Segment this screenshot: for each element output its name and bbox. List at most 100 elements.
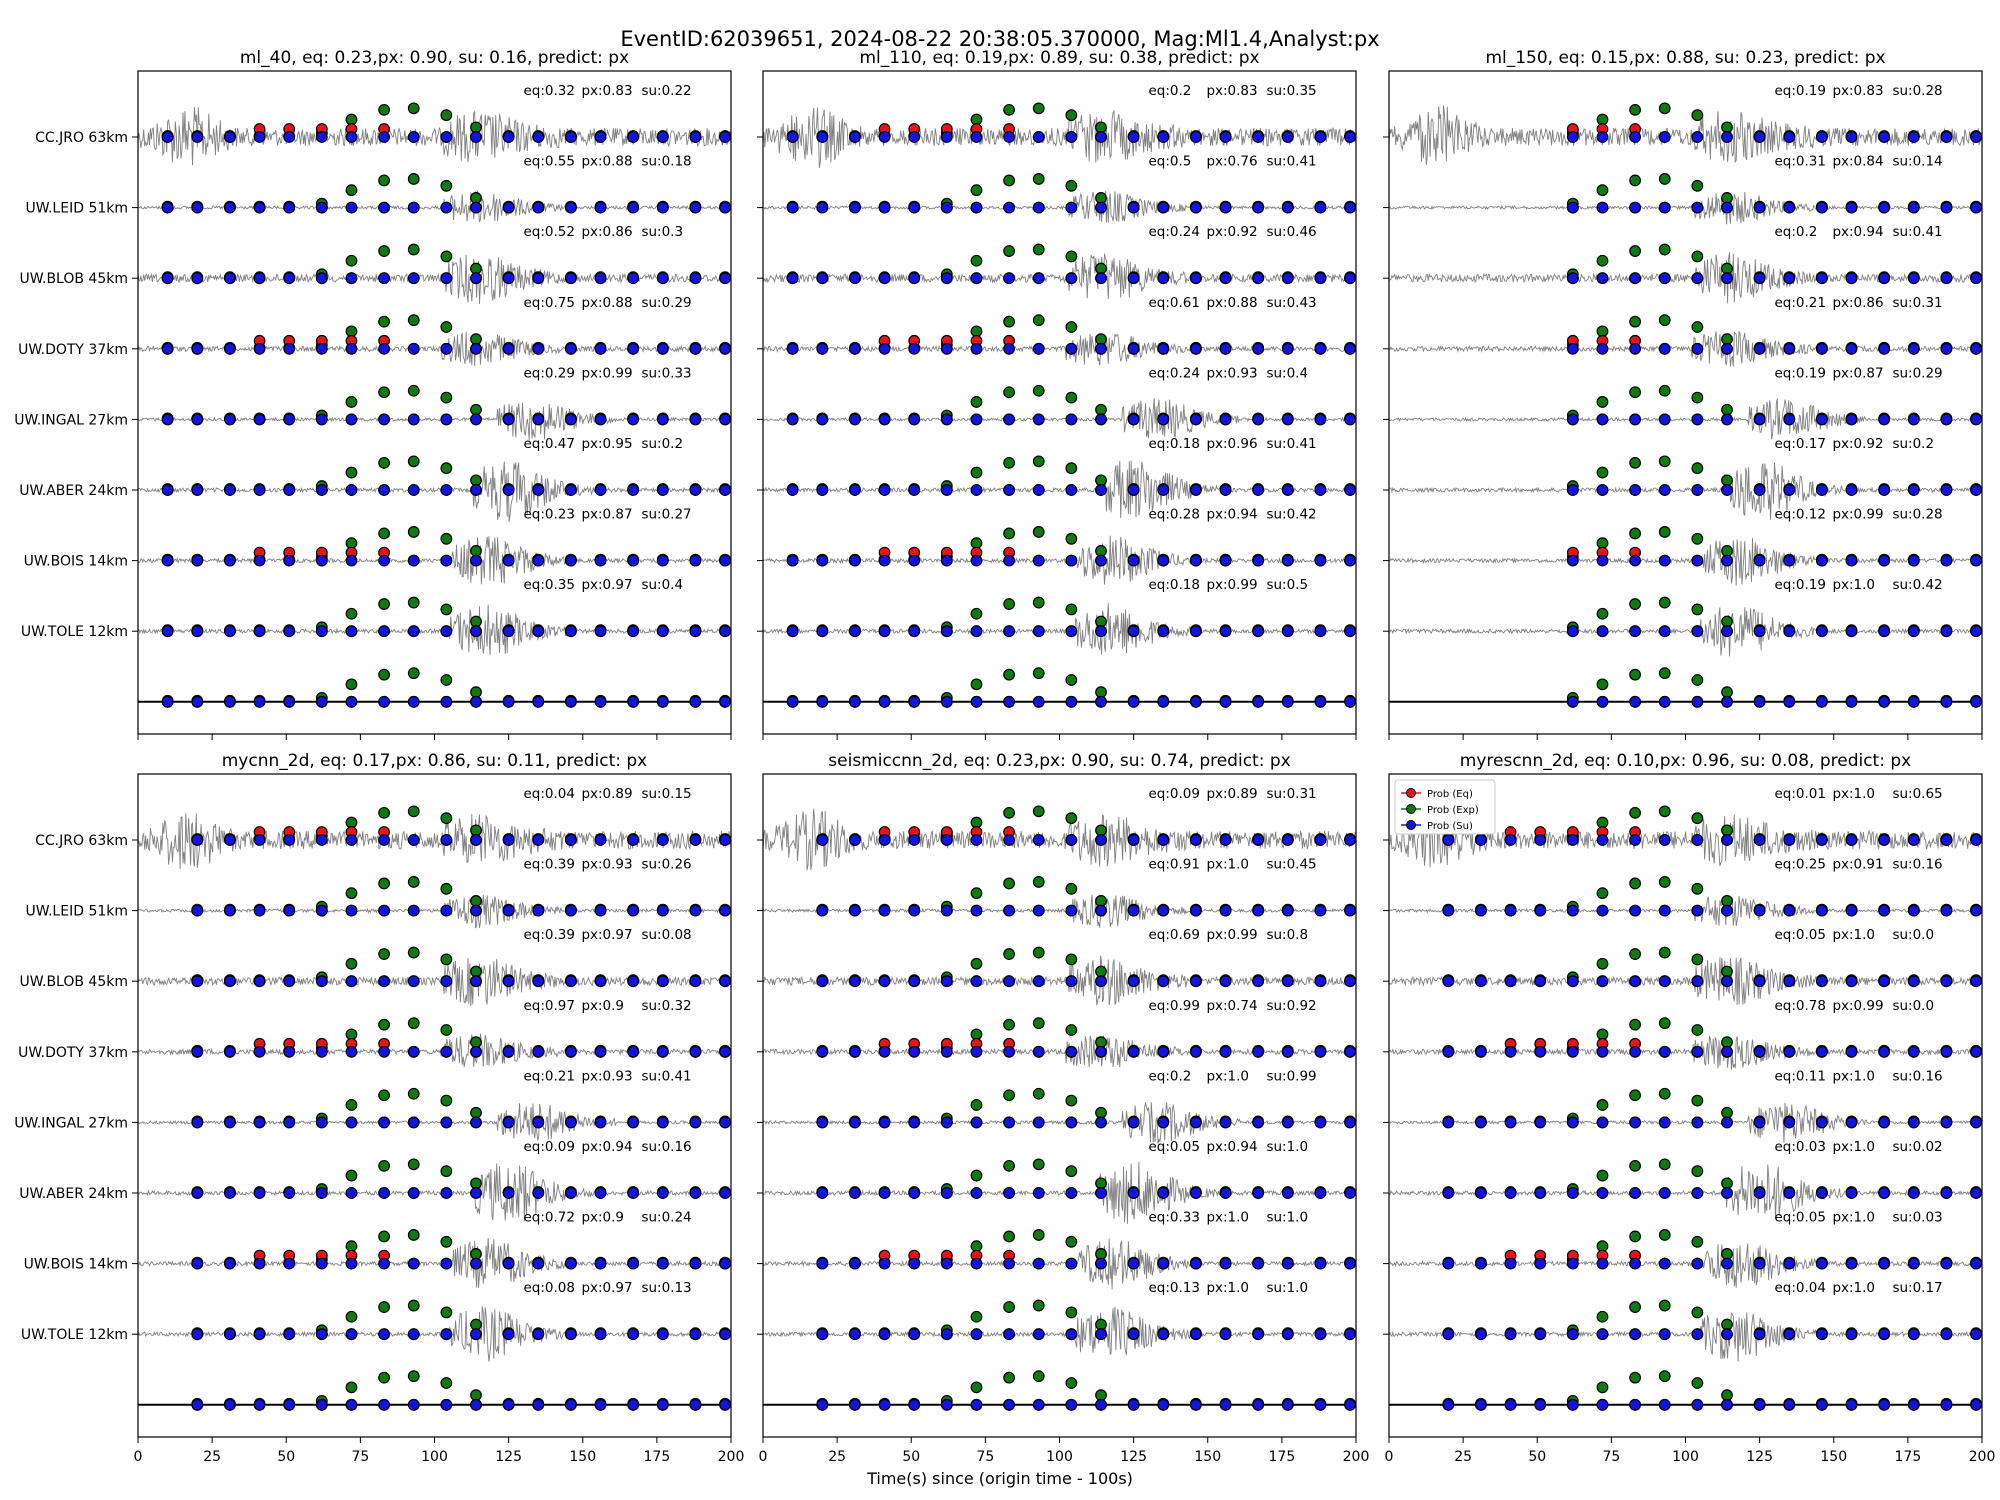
station-label: CC.JRO 63km [35, 833, 128, 849]
prob-eq-text: eq:0.52 [523, 224, 574, 240]
prob-eq-text: eq:0.78 [1774, 998, 1825, 1014]
marker-prob-exp [1629, 456, 1641, 469]
marker-prob-su [1629, 342, 1641, 355]
marker-prob-su [970, 904, 983, 917]
marker-prob-su [1344, 904, 1356, 917]
marker-prob-su [1252, 904, 1265, 917]
marker-prob-su [502, 834, 515, 846]
marker-prob-exp [1691, 250, 1704, 263]
marker-prob-exp [1721, 824, 1733, 837]
x-tick-label: 25 [828, 1449, 846, 1465]
marker-prob-su [1566, 272, 1579, 285]
marker-prob-su [656, 1116, 669, 1129]
marker-prob-su [1721, 695, 1733, 708]
marker-prob-su [1815, 272, 1828, 285]
marker-prob-su [532, 834, 545, 846]
marker-prob-su [532, 272, 545, 285]
marker-prob-su [378, 1257, 390, 1270]
prob-px-text: px:0.95 [581, 436, 632, 452]
marker-prob-su [253, 834, 266, 846]
marker-prob-su [1065, 1116, 1078, 1129]
prob-eq-text: eq:0.47 [523, 436, 574, 452]
prob-eq-text: eq:0.19 [1774, 83, 1825, 99]
marker-prob-su [502, 1045, 515, 1058]
x-tick-label: 25 [203, 1449, 221, 1465]
marker-prob-su [1189, 625, 1202, 638]
marker-prob-su [656, 975, 669, 988]
marker-prob-exp [1721, 1318, 1733, 1331]
marker-prob-exp [970, 957, 983, 970]
marker-prob-su [1314, 413, 1327, 426]
prob-px-text: px:0.93 [581, 857, 632, 873]
marker-prob-su [878, 695, 891, 708]
marker-prob-su [1845, 904, 1858, 917]
marker-prob-su [1032, 484, 1045, 496]
marker-prob-exp [1658, 526, 1671, 538]
marker-prob-su [849, 625, 861, 638]
marker-prob-su [1504, 1116, 1517, 1129]
marker-prob-su [1658, 1398, 1671, 1411]
marker-prob-exp [1065, 674, 1078, 686]
marker-prob-su [532, 695, 545, 708]
prob-eq-text: eq:0.19 [1774, 577, 1825, 593]
marker-prob-exp [1065, 1024, 1078, 1036]
marker-prob-exp [1065, 882, 1078, 895]
x-tick-label: 25 [1454, 1449, 1472, 1465]
marker-prob-su [1032, 975, 1045, 988]
x-tick-label: 100 [421, 1449, 448, 1465]
prob-eq-text: eq:0.19 [1774, 365, 1825, 381]
waveform-trace [1388, 607, 1983, 657]
prob-px-text: px:0.88 [581, 154, 632, 170]
marker-prob-exp [1691, 1306, 1704, 1319]
marker-prob-su [1314, 695, 1327, 708]
marker-prob-su [1219, 695, 1232, 708]
marker-prob-su [1219, 625, 1232, 638]
marker-prob-exp [440, 109, 453, 122]
marker-prob-su [816, 342, 829, 355]
marker-prob-su [1691, 904, 1704, 917]
marker-prob-su [283, 413, 296, 426]
marker-prob-su [908, 834, 921, 846]
marker-prob-su [594, 413, 607, 426]
marker-prob-su [345, 201, 358, 214]
marker-prob-su [1658, 1187, 1671, 1199]
marker-prob-exp [470, 895, 482, 907]
marker-prob-su [1127, 342, 1140, 355]
marker-prob-exp [1721, 474, 1733, 487]
marker-prob-exp [470, 824, 482, 837]
marker-prob-su [345, 1328, 358, 1341]
axes-frame [1388, 70, 1983, 735]
marker-prob-su [1629, 1116, 1641, 1129]
marker-prob-su [1344, 695, 1356, 708]
marker-prob-su [407, 1187, 420, 1199]
marker-prob-su [564, 342, 577, 355]
prob-su-text: su:0.92 [1266, 998, 1316, 1014]
marker-prob-su [1721, 484, 1733, 496]
marker-prob-exp [1691, 109, 1704, 122]
marker-prob-su [191, 834, 204, 846]
marker-prob-su [1658, 1257, 1671, 1270]
marker-prob-su [1003, 695, 1015, 708]
marker-prob-su [1442, 975, 1455, 988]
marker-prob-exp [440, 391, 453, 404]
marker-prob-su [656, 1187, 669, 1199]
marker-prob-su [564, 975, 577, 988]
marker-prob-su [1970, 201, 1982, 214]
marker-prob-su [1314, 201, 1327, 214]
marker-prob-su [1970, 342, 1982, 355]
marker-prob-exp [407, 667, 420, 680]
prob-su-text: su:0.8 [1266, 927, 1308, 943]
marker-prob-su [191, 272, 204, 285]
marker-prob-su [970, 834, 983, 846]
marker-prob-su [1721, 131, 1733, 143]
marker-prob-su [1281, 413, 1294, 426]
marker-prob-exp [1721, 1036, 1733, 1049]
marker-prob-su [1815, 342, 1828, 355]
marker-prob-su [1783, 554, 1796, 567]
marker-prob-su [502, 484, 515, 496]
marker-prob-exp [1658, 243, 1671, 256]
marker-prob-su [1596, 1398, 1609, 1411]
marker-prob-exp [1032, 946, 1045, 959]
marker-prob-su [532, 1187, 545, 1199]
marker-prob-su [940, 625, 953, 638]
